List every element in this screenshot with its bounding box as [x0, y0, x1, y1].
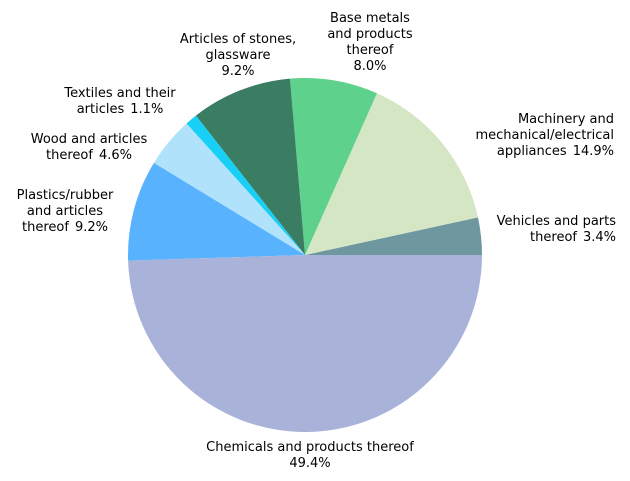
pie-slice [128, 255, 482, 432]
category-label: Articles of stones, glassware [179, 32, 297, 63]
slice-label: Vehicles and parts thereof 3.4% [470, 214, 616, 246]
value-label: 49.4% [289, 456, 331, 471]
slice-label: Base metals and products thereof 8.0% [316, 11, 424, 75]
slice-label: Machinery and mechanical/electrical appl… [440, 112, 614, 160]
slice-label: Articles of stones, glassware 9.2% [168, 32, 308, 80]
category-label: Chemicals and products thereof [206, 440, 414, 455]
category-label: Base metals and products thereof [327, 11, 413, 58]
pie-slice [195, 78, 305, 256]
pie-slice [305, 93, 478, 255]
pie-slice [305, 217, 482, 255]
category-label: Plastics/rubber and articles thereof [16, 188, 114, 235]
value-label: 8.0% [353, 59, 387, 74]
value-label: 4.6% [98, 148, 132, 163]
category-label: Textiles and their articles [64, 86, 176, 117]
value-label: 9.2% [74, 220, 108, 235]
value-label: 14.9% [572, 144, 614, 159]
pie-slice [186, 115, 305, 256]
slice-label: Textiles and their articles 1.1% [40, 86, 200, 118]
slice-label: Wood and articles thereof 4.6% [14, 132, 164, 164]
pie-slice [153, 123, 305, 255]
value-label: 9.2% [221, 64, 255, 79]
value-label: 3.4% [582, 230, 616, 245]
pie-slice [289, 78, 377, 255]
pie-slice [128, 162, 305, 261]
category-label: Wood and articles thereof [30, 132, 148, 163]
category-label: Machinery and mechanical/electrical appl… [475, 112, 614, 159]
slice-label: Plastics/rubber and articles thereof 9.2% [4, 188, 126, 236]
value-label: 1.1% [130, 102, 164, 117]
category-label: Vehicles and parts thereof [496, 214, 616, 245]
slice-label: Chemicals and products thereof 49.4% [140, 440, 480, 472]
